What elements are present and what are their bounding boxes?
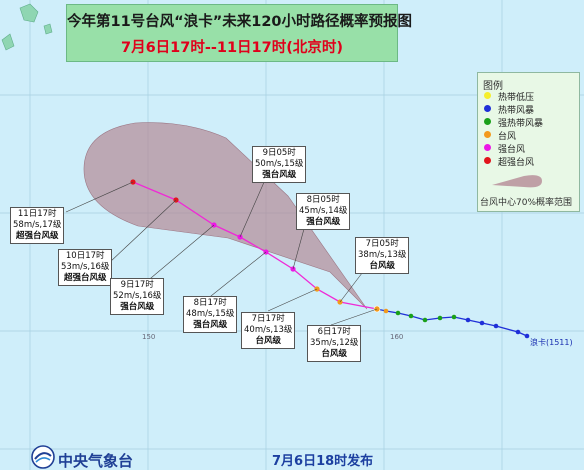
legend-cone-icon [492,175,542,188]
storm-name-label: 浪卡(1511) [530,338,573,347]
probability-cone [83,122,368,310]
forecast-label-8d17: 8日17时 48m/s,15级 强台风级 [183,296,238,333]
leader-lines [65,179,378,326]
map-subtitle: 7月6日17时--11日17时(北京时) [120,40,343,56]
forecast-label-8d05: 8日05时 45m/s,14级 强台风级 [296,193,351,230]
legend-dot-icon [484,157,491,164]
forecast-label-7d17: 7日17时 40m/s,13级 台风级 [241,312,296,349]
legend-cone-label: 台风中心70%概率范围 [480,198,573,208]
legend-dot-icon [484,144,491,151]
map-title: 今年第11号台风“浪卡”未来120小时路径概率预报图 [67,14,413,30]
legend-dot-icon [484,118,491,125]
forecast-label-7d05: 7日05时 38m/s,13级 台风级 [355,237,410,274]
issue-time: 7月6日18时发布 [272,454,374,469]
grid-label: 150 [142,333,156,341]
legend-panel: 图例 热带低压 热带风暴 强热带风暴 台风 强台风 超强台风 台风中心70%概率… [477,72,580,212]
legend-dot-icon [484,131,491,138]
forecast-label-10d17: 10日17时 53m/s,16级 超强台风级 [58,249,113,286]
legend-dot-icon [484,92,491,99]
title-panel: 今年第11号台风“浪卡”未来120小时路径概率预报图 7月6日17时--11日1… [66,4,413,62]
cma-logo-icon [31,445,55,469]
forecast-label-9d17: 9日17时 52m/s,16级 强台风级 [110,278,165,315]
forecast-label-6d17: 6日17时 35m/s,12级 台风级 [307,325,362,362]
islands [1,3,53,51]
forecast-label-11d17: 11日17时 58m/s,17级 超强台风级 [10,207,65,244]
history-points [383,308,530,339]
legend-title: 图例 [483,81,503,92]
grid-label: 160 [390,333,404,341]
legend-dot-icon [484,105,491,112]
issuer-name: 中央气象台 [58,452,134,470]
forecast-label-9d05: 9日05时 50m/s,15级 强台风级 [252,146,307,183]
